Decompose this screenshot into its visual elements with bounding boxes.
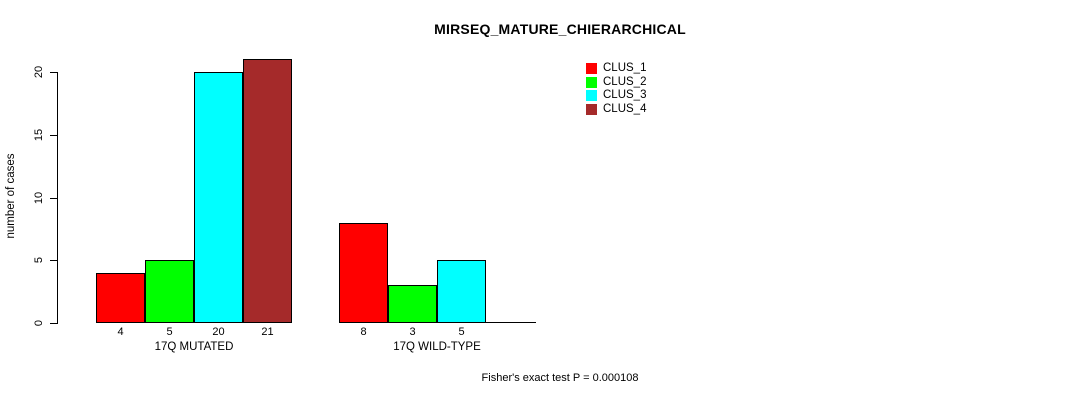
bar-value-label: 5	[458, 326, 465, 338]
legend-label: CLUS_2	[603, 75, 647, 88]
bar-value-label: 20	[212, 326, 225, 338]
legend-label: CLUS_3	[603, 89, 647, 101]
y-tick-label: 5	[33, 257, 45, 264]
y-axis-tick	[50, 197, 57, 199]
bar-clus_4-2-zero	[486, 322, 536, 323]
legend-color-swatch	[586, 76, 597, 88]
bar-clus_2-1	[145, 260, 194, 323]
bar-clus_1-2	[339, 222, 388, 323]
bar-clus_2-2	[388, 285, 437, 323]
bar-value-label: 3	[409, 326, 416, 338]
legend-label: CLUS_1	[603, 62, 647, 74]
x-category-label: 17Q MUTATED	[154, 341, 234, 353]
y-axis-tick	[50, 72, 57, 73]
bar-value-label: 21	[261, 326, 274, 338]
y-tick-label: 0	[33, 319, 45, 327]
legend-color-swatch	[586, 63, 597, 74]
bar-value-label: 5	[166, 326, 173, 338]
bar-clus_3-2	[437, 260, 486, 323]
bar-clus_4-1	[243, 59, 292, 323]
x-category-label: 17Q WILD-TYPE	[393, 341, 481, 353]
legend-label: CLUS_4	[603, 102, 647, 115]
bar-clus_3-1	[194, 72, 243, 323]
legend-item-clus_4: CLUS_4	[586, 102, 647, 115]
y-tick-label: 15	[33, 128, 45, 141]
y-axis-line	[57, 72, 58, 324]
chart-title: MIRSEQ_MATURE_CHIERARCHICAL	[434, 21, 686, 37]
legend-color-swatch	[586, 90, 597, 101]
legend-item-clus_2: CLUS_2	[586, 75, 647, 88]
bar-clus_1-1	[96, 272, 145, 323]
pvalue-annotation: Fisher's exact test P = 0.000108	[481, 372, 639, 384]
y-axis-tick	[50, 260, 57, 262]
legend-item-clus_3: CLUS_3	[586, 89, 647, 101]
legend-color-swatch	[586, 103, 597, 115]
bar-value-label: 4	[117, 326, 124, 338]
y-axis-tick	[50, 323, 57, 324]
y-tick-label: 10	[33, 191, 45, 204]
legend-item-clus_1: CLUS_1	[586, 62, 647, 74]
y-axis-tick	[50, 134, 57, 136]
y-tick-label: 20	[33, 65, 45, 79]
bar-value-label: 8	[360, 326, 367, 338]
legend: CLUS_1 CLUS_2 CLUS_3 CLUS_4	[586, 62, 647, 117]
